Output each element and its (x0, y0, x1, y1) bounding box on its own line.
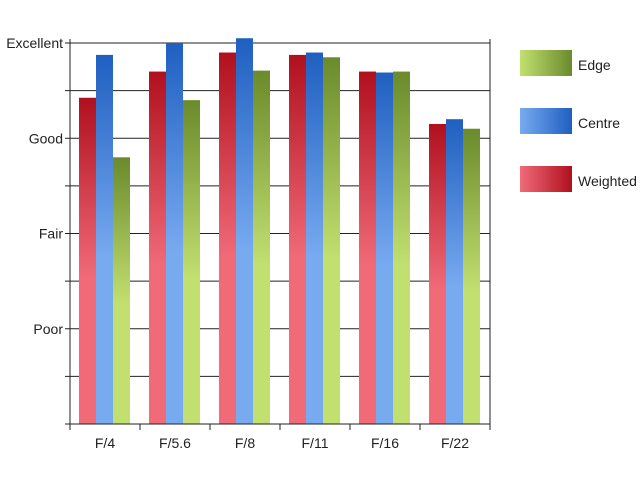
bar-weighted-f-8 (219, 52, 236, 425)
x-tick-label-f-11: F/11 (302, 435, 329, 451)
bar-weighted-f-11 (289, 54, 306, 424)
legend: Edge Centre Weighted (520, 50, 637, 192)
axes (65, 39, 491, 430)
bar-centre-f-16 (376, 72, 393, 424)
bar-weighted-f-22 (429, 123, 446, 425)
bar-edge-f-11 (323, 57, 340, 424)
bar-weighted-f-16 (359, 71, 376, 424)
y-tick-label-excellent: Excellent (6, 35, 63, 51)
grid-lines (70, 42, 490, 377)
bar-edge-f-22 (463, 128, 480, 424)
x-tick-label-f-4: F/4 (95, 435, 115, 451)
y-tick-label-poor: Poor (33, 321, 63, 337)
legend-label-centre: Centre (578, 115, 620, 131)
bar-edge-f-5-6 (183, 100, 200, 425)
bar-weighted-f-4 (79, 97, 96, 425)
x-tick-labels: F/4 F/5.6 F/8 F/11 F/16 F/22 (95, 435, 469, 451)
x-tick-label-f-5-6: F/5.6 (159, 435, 191, 451)
bar-edge-f-16 (393, 71, 410, 424)
x-tick-label-f-16: F/16 (371, 435, 399, 451)
bar-centre-f-22 (446, 119, 463, 424)
legend-swatch-centre (520, 108, 572, 134)
legend-swatch-edge (520, 50, 572, 76)
bar-centre-f-4 (96, 54, 113, 424)
y-tick-labels: Poor Fair Good Excellent (6, 35, 63, 337)
bars (79, 38, 480, 425)
x-tick-label-f-8: F/8 (235, 435, 255, 451)
bar-centre-f-11 (306, 52, 323, 425)
bar-centre-f-5-6 (166, 43, 183, 424)
y-tick-label-fair: Fair (39, 226, 63, 242)
y-tick-label-good: Good (29, 130, 63, 146)
bar-edge-f-4 (113, 157, 130, 425)
bar-edge-f-8 (253, 70, 270, 424)
bar-centre-f-8 (236, 38, 253, 425)
legend-swatch-weighted (520, 166, 572, 192)
legend-label-weighted: Weighted (578, 173, 637, 189)
legend-label-edge: Edge (578, 57, 611, 73)
x-tick-label-f-22: F/22 (441, 435, 469, 451)
bar-weighted-f-5-6 (149, 71, 166, 424)
